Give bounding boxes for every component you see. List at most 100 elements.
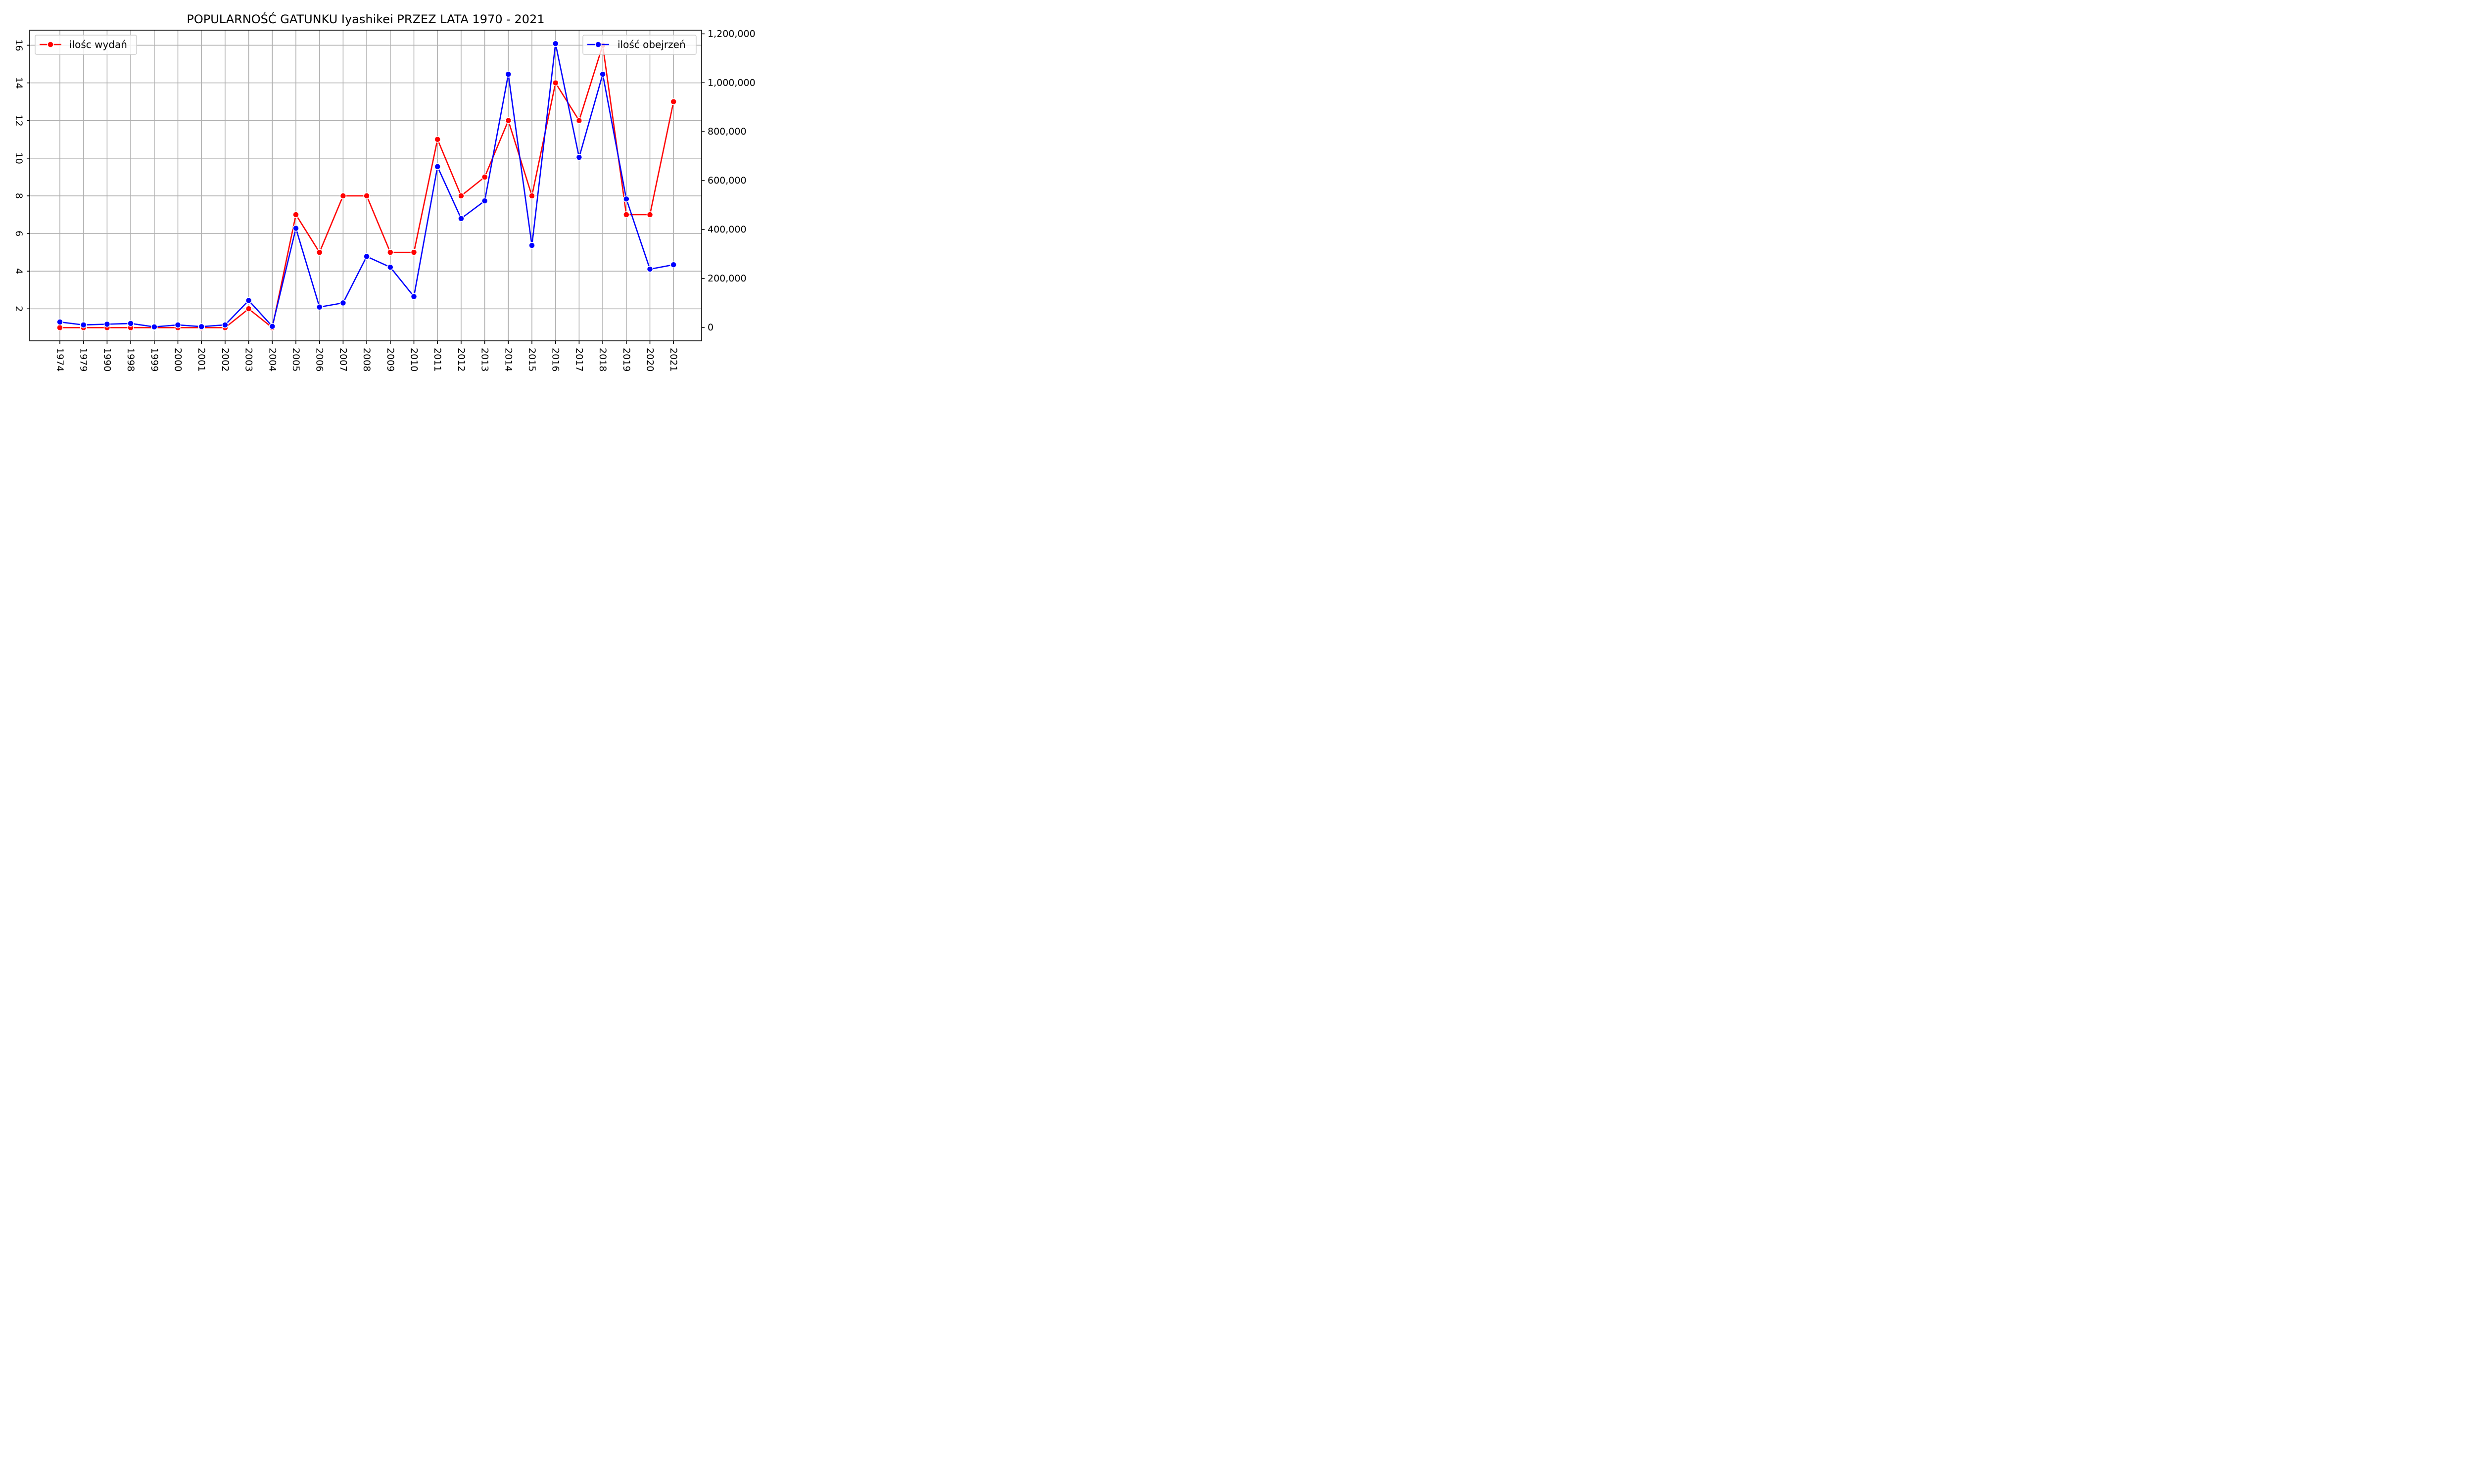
y-axis-right: 0 200,000 400,000 600,000 800,000 1,000,000 1,… [702,28,756,333]
series-1-point [127,320,134,327]
series-1-point [552,40,559,47]
grid-x [59,30,674,341]
series-1-point [599,71,606,78]
x-tick-label: 2001 [196,348,207,371]
y-right-tick-label: 1,200,000 [708,28,756,39]
series-1-point [316,304,323,311]
x-axis: 1974 1979 1990 1998 1999 2000 2001 2002 2003 2004… [54,341,679,371]
series-1-point [363,253,370,260]
x-tick-label: 2012 [456,348,467,371]
y-axis-left: 2 4 6 8 10 12 14 16 [13,39,30,312]
legend-right: ilość obejrzeń [582,35,697,55]
series-1-point [505,71,512,78]
series-1-point [387,264,394,271]
legend-right-box [582,35,697,55]
series-1-point [481,197,488,204]
series-1-point [56,319,63,325]
legend-left: ilośc wydań [35,35,137,55]
series-1-point [245,297,252,304]
series-1-point [222,322,229,328]
series-1-point [575,154,583,161]
x-tick-label: 2002 [220,348,231,371]
y-left-tick-label: 4 [13,268,24,274]
y-left-tick-label: 16 [13,39,24,51]
series-0-point [575,117,583,124]
y-right-tick-label: 1,000,000 [708,77,756,88]
y-left-tick-label: 2 [13,306,24,312]
series-0-point [339,192,347,199]
series-1-point [528,242,535,249]
y-left-tick-label: 12 [13,115,24,127]
series-1-point [339,299,347,307]
series-0-point [646,211,654,218]
x-tick-label: 2009 [385,348,396,371]
y-right-tick-label: 600,000 [708,175,747,186]
x-tick-label: 2014 [503,348,514,371]
x-tick-label: 2003 [243,348,254,371]
x-tick-label: 2011 [432,348,443,371]
series-0-point [552,79,559,87]
series-1-point [410,293,418,300]
series-1-point [458,215,465,222]
x-tick-label: 2015 [526,348,537,371]
chart: 1974 1979 1990 1998 1999 2000 2001 2002 2003 2004… [13,11,756,371]
y-right-tick-label: 800,000 [708,126,747,137]
series-0-point [434,136,441,143]
x-tick-label: 1974 [54,348,65,371]
series-0-point [481,174,488,181]
series-1-point [269,323,276,330]
series-1-point [292,225,299,232]
x-tick-label: 2008 [361,348,372,371]
series-0-point [245,305,252,313]
legend-right-marker [595,41,602,48]
y-right-tick-label: 0 [708,322,714,333]
series-0-point [410,249,418,256]
series-0-point [458,192,465,199]
chart-title: POPULARNOŚĆ GATUNKU Iyashikei PRZEZ LATA… [187,11,544,26]
series-0-point [387,249,394,256]
legend-right-label: ilość obejrzeń [618,39,686,50]
x-tick-label: 1979 [78,348,89,371]
x-tick-label: 2007 [337,348,348,371]
series-1-point [670,261,677,268]
x-tick-label: 2006 [314,348,325,371]
series-1-point [174,322,182,328]
series-1-point [80,322,87,328]
legend-left-marker [47,41,54,48]
series-0-point [56,324,63,331]
legend-left-box [35,35,137,55]
y-left-tick-label: 14 [13,77,24,89]
x-tick-label: 2019 [621,348,632,371]
series-1-point [623,195,630,202]
y-left-tick-label: 6 [13,231,24,236]
x-tick-label: 2005 [290,348,301,371]
y-right-tick-label: 400,000 [708,224,747,235]
plot-frame [29,30,702,341]
y-left-tick-label: 10 [13,152,24,164]
x-tick-label: 2010 [409,348,420,371]
legend-left-label: ilośc wydań [69,39,127,50]
x-tick-label: 1999 [149,348,160,371]
x-tick-label: 2021 [668,348,679,371]
x-tick-label: 2020 [645,348,656,371]
x-tick-label: 2018 [597,348,608,371]
x-tick-label: 2017 [573,348,584,371]
series-1-point [434,163,441,170]
series-0-point [670,98,677,105]
x-tick-label: 2004 [267,348,278,371]
x-tick-label: 2013 [479,348,490,371]
series-1-point [198,323,205,330]
series-0-point [363,192,370,199]
y-right-tick-label: 200,000 [708,273,747,284]
series-1-point [151,324,158,330]
series-1-point [103,321,111,328]
series-0-point [316,249,323,256]
series-1-point [646,266,654,273]
series-0-point [505,117,512,124]
series-0-point [623,211,630,218]
x-tick-label: 2016 [550,348,561,371]
series-0-point [528,192,535,199]
x-tick-label: 2000 [173,348,184,371]
x-tick-label: 1990 [101,348,112,371]
series-0-point [292,211,299,218]
